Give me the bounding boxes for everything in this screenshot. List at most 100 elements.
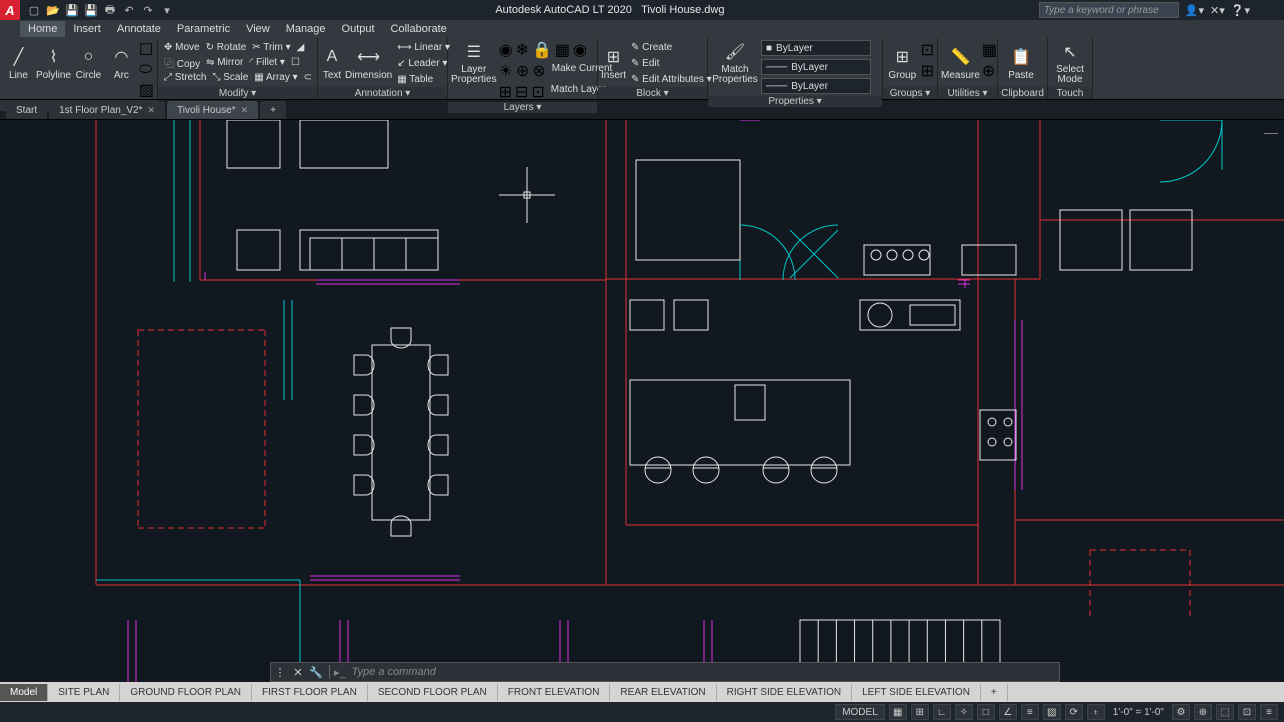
group-button[interactable]: ⊞Group: [886, 39, 919, 87]
app-logo[interactable]: A: [0, 0, 20, 20]
qat-new-icon[interactable]: ▢: [26, 2, 42, 18]
search-input[interactable]: Type a keyword or phrase: [1039, 2, 1179, 18]
snap-icon[interactable]: ⊞: [911, 704, 929, 720]
menu-annotate[interactable]: Annotate: [109, 21, 169, 37]
modify-[interactable]: ⊂: [301, 70, 315, 85]
menu-parametric[interactable]: Parametric: [169, 21, 238, 37]
command-line[interactable]: ⋮ ✕ 🔧 ▸_ Type a command: [270, 662, 1060, 682]
qat-save-icon[interactable]: 💾: [64, 2, 80, 18]
layer-color-combo[interactable]: ■ ByLayer: [761, 40, 871, 56]
modify-[interactable]: ◢: [294, 40, 308, 55]
qat-redo-icon[interactable]: ↷: [140, 2, 156, 18]
qat-plot-icon[interactable]: 🖶: [102, 2, 118, 18]
otrack-icon[interactable]: ∠: [999, 704, 1017, 720]
menu-home[interactable]: Home: [20, 21, 65, 37]
annoscale-icon[interactable]: ⍖: [1087, 704, 1105, 720]
modify-copy[interactable]: ⿻ Copy: [161, 55, 203, 70]
modify-move[interactable]: ✥ Move: [161, 40, 203, 55]
lineweight-combo[interactable]: ─── ByLayer: [761, 78, 871, 94]
layout-tab[interactable]: LEFT SIDE ELEVATION: [852, 684, 981, 701]
menu-insert[interactable]: Insert: [65, 21, 109, 37]
minimize-viewport-icon[interactable]: —: [1264, 124, 1278, 140]
modify-rotate[interactable]: ↻ Rotate: [203, 40, 250, 55]
qat-saveas-icon[interactable]: 💾: [83, 2, 99, 18]
anno-item[interactable]: ↙ Leader ▾: [394, 56, 453, 71]
panel-title-annotation[interactable]: Annotation ▾: [318, 87, 447, 99]
anno-item[interactable]: ▦ Table: [394, 72, 453, 87]
transparency-icon[interactable]: ▨: [1043, 704, 1061, 720]
modify-[interactable]: ☐: [288, 55, 303, 70]
polar-icon[interactable]: ✧: [955, 704, 973, 720]
dimension-button[interactable]: ⟷Dimension: [345, 39, 392, 87]
lineweight-icon[interactable]: ≡: [1021, 704, 1039, 720]
layer-icon[interactable]: ◉: [499, 40, 513, 60]
layout-tab[interactable]: FRONT ELEVATION: [498, 684, 611, 701]
paste-button[interactable]: 📋Paste: [1001, 39, 1041, 87]
osnap-icon[interactable]: □: [977, 704, 995, 720]
modify-fillet[interactable]: ◜ Fillet ▾: [246, 55, 288, 70]
panel-title-layers[interactable]: Layers ▾: [448, 102, 597, 113]
layout-tab[interactable]: REAR ELEVATION: [610, 684, 716, 701]
signin-icon[interactable]: 👤▾: [1185, 4, 1204, 17]
drawing-canvas[interactable]: —: [0, 120, 1284, 682]
linetype-combo[interactable]: ─── ByLayer: [761, 59, 871, 75]
layout-tab[interactable]: RIGHT SIDE ELEVATION: [717, 684, 852, 701]
layout-tab[interactable]: SECOND FLOOR PLAN: [368, 684, 498, 701]
model-button[interactable]: MODEL: [835, 704, 885, 720]
panel-title-utilities[interactable]: Utilities ▾: [938, 87, 997, 99]
block-item[interactable]: ✎ Edit Attributes ▾: [628, 72, 715, 87]
match-properties-button[interactable]: 🖌Match Properties: [711, 39, 759, 87]
menu-collaborate[interactable]: Collaborate: [383, 21, 455, 37]
qprops-icon[interactable]: ⊡: [1238, 704, 1256, 720]
qat-open-icon[interactable]: 📂: [45, 2, 61, 18]
measure-button[interactable]: 📏Measure: [941, 39, 980, 87]
new-layout-button[interactable]: +: [981, 684, 1008, 701]
ortho-icon[interactable]: ∟: [933, 704, 951, 720]
modify-trim[interactable]: ✂ Trim ▾: [249, 40, 293, 55]
panel-title-block[interactable]: Block ▾: [598, 87, 707, 99]
block-item[interactable]: ✎ Edit: [628, 56, 715, 71]
qat-dropdown-icon[interactable]: ▾: [159, 2, 175, 18]
qat-undo-icon[interactable]: ↶: [121, 2, 137, 18]
line-button[interactable]: ╱Line: [3, 39, 34, 87]
panel-title-modify[interactable]: Modify ▾: [158, 87, 317, 99]
menu-manage[interactable]: Manage: [278, 21, 334, 37]
file-tab[interactable]: 1st Floor Plan_V2*✕: [49, 101, 165, 119]
select-mode-button[interactable]: ↖Select Mode: [1051, 39, 1089, 87]
file-tab[interactable]: Start: [6, 101, 47, 119]
modify-scale[interactable]: ⤡ Scale: [209, 70, 251, 85]
modify-array[interactable]: ▦ Array ▾: [251, 70, 300, 85]
custom-icon[interactable]: ≡: [1260, 704, 1278, 720]
command-handle-icon[interactable]: ⋮: [271, 663, 289, 681]
modify-stretch[interactable]: ⤢ Stretch: [161, 70, 209, 85]
units-icon[interactable]: ⬚: [1216, 704, 1234, 720]
polyline-button[interactable]: ⌇Polyline: [36, 39, 71, 87]
insert-button[interactable]: ⊞Insert: [601, 39, 626, 87]
command-tool-icon[interactable]: 🔧: [307, 663, 325, 681]
grid-icon[interactable]: ▦: [889, 704, 907, 720]
panel-title-properties[interactable]: Properties ▾: [708, 96, 882, 107]
arc-button[interactable]: ◠Arc: [106, 39, 137, 87]
anno-item[interactable]: ⟷ Linear ▾: [394, 40, 453, 55]
modify-mirror[interactable]: ⇋ Mirror: [203, 55, 246, 70]
layer-properties-button[interactable]: ☰Layer Properties: [451, 39, 497, 87]
command-close-icon[interactable]: ✕: [289, 663, 307, 681]
file-tab[interactable]: Tivoli House*✕: [167, 101, 258, 119]
layout-tab[interactable]: FIRST FLOOR PLAN: [252, 684, 368, 701]
panel-title-groups[interactable]: Groups ▾: [883, 87, 937, 99]
menu-output[interactable]: Output: [334, 21, 383, 37]
new-tab-button[interactable]: +: [260, 101, 286, 119]
scale-label[interactable]: 1'-0" = 1'-0": [1109, 707, 1168, 718]
annomon-icon[interactable]: ⊕: [1194, 704, 1212, 720]
layout-tab[interactable]: GROUND FLOOR PLAN: [120, 684, 252, 701]
workspace-icon[interactable]: ⚙: [1172, 704, 1190, 720]
circle-button[interactable]: ○Circle: [73, 39, 104, 87]
close-icon[interactable]: ✕: [241, 105, 249, 116]
cycling-icon[interactable]: ⟳: [1065, 704, 1083, 720]
close-icon[interactable]: ✕: [148, 105, 156, 116]
exchange-icon[interactable]: ✕▾: [1210, 4, 1225, 17]
block-item[interactable]: ✎ Create: [628, 40, 715, 55]
text-button[interactable]: AText: [321, 39, 343, 87]
menu-view[interactable]: View: [238, 21, 278, 37]
help-icon[interactable]: ❔▾: [1231, 4, 1250, 17]
